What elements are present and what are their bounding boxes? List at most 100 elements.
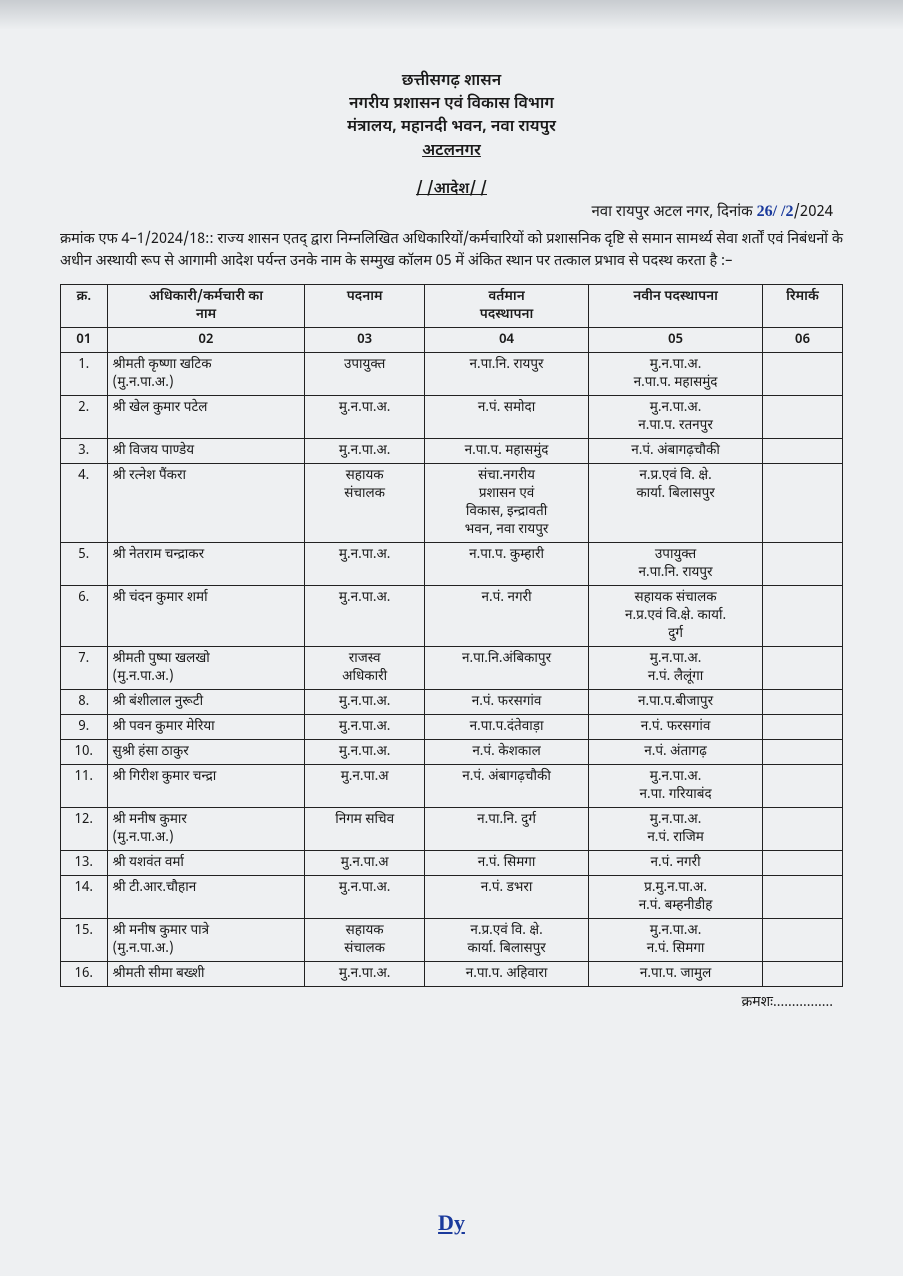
cell-new: न.पं. फरसगांव: [589, 715, 763, 740]
cell-name: श्री खेल कुमार पटेल: [107, 396, 305, 439]
cell-new: मु.न.पा.अ.न.पं. लैलूंगा: [589, 647, 763, 690]
cell-post: मु.न.पा.अ.: [305, 715, 425, 740]
cell-remark: [762, 439, 842, 464]
colnum-1: 01: [61, 328, 108, 353]
col-header-remark: रिमार्क: [762, 285, 842, 328]
cell-current: न.पा.प.दंतेवाड़ा: [424, 715, 588, 740]
colnum-5: 05: [589, 328, 763, 353]
colnum-2: 02: [107, 328, 305, 353]
cell-remark: [762, 876, 842, 919]
cell-name: श्री चंदन कुमार शर्मा: [107, 586, 305, 647]
cell-new: मु.न.पा.अ.न.पा.प. रतनपुर: [589, 396, 763, 439]
cell-new: प्र.मु.न.पा.अ.न.पं. बम्हनीडीह: [589, 876, 763, 919]
table-head: क्र. अधिकारी/कर्मचारी कानाम पदनाम वर्तमा…: [61, 285, 843, 353]
cell-current: न.पं. सिमगा: [424, 851, 588, 876]
letterhead: छत्तीसगढ़ शासन नगरीय प्रशासन एवं विकास व…: [60, 70, 843, 163]
table-row: 12.श्री मनीष कुमार(मु.न.पा.अ.)निगम सचिवन…: [61, 808, 843, 851]
date-line: नवा रायपुर अटल नगर, दिनांक 26/ /2/2024: [60, 203, 843, 223]
cell-name: श्रीमती पुष्पा खलखो(मु.न.पा.अ.): [107, 647, 305, 690]
cell-sr: 10.: [61, 740, 108, 765]
cell-new: मु.न.पा.अ.न.पं. सिमगा: [589, 919, 763, 962]
cell-current: न.पा.प. अहिवारा: [424, 962, 588, 987]
table-row: 9.श्री पवन कुमार मेरियामु.न.पा.अ.न.पा.प.…: [61, 715, 843, 740]
cell-remark: [762, 919, 842, 962]
table-row: 2.श्री खेल कुमार पटेलमु.न.पा.अ.न.पं. समो…: [61, 396, 843, 439]
table-row: 5.श्री नेतराम चन्द्राकरमु.न.पा.अ.न.पा.प.…: [61, 543, 843, 586]
col-header-sr: क्र.: [61, 285, 108, 328]
cell-remark: [762, 586, 842, 647]
table-row: 16.श्रीमती सीमा बख्शीमु.न.पा.अ.न.पा.प. अ…: [61, 962, 843, 987]
cell-post: निगम सचिव: [305, 808, 425, 851]
cell-sr: 2.: [61, 396, 108, 439]
colnum-3: 03: [305, 328, 425, 353]
cell-name: श्री गिरीश कुमार चन्द्रा: [107, 765, 305, 808]
table-row: 6.श्री चंदन कुमार शर्मामु.न.पा.अ.न.पं. न…: [61, 586, 843, 647]
table-row: 15.श्री मनीष कुमार पात्रे(मु.न.पा.अ.)सहा…: [61, 919, 843, 962]
handwritten-date: 26/ /2: [757, 203, 794, 220]
order-label: / /आदेश/ /: [60, 181, 843, 200]
col-header-current: वर्तमानपदस्थापना: [424, 285, 588, 328]
cell-remark: [762, 396, 842, 439]
header-line-3: मंत्रालय, महानदी भवन, नवा रायपुर: [60, 116, 843, 139]
colnum-6: 06: [762, 328, 842, 353]
cell-post: मु.न.पा.अ.: [305, 690, 425, 715]
cell-sr: 14.: [61, 876, 108, 919]
header-line-2: नगरीय प्रशासन एवं विकास विभाग: [60, 93, 843, 116]
cell-post: मु.न.पा.अ.: [305, 740, 425, 765]
table-row: 4.श्री रत्नेश पैंकरासहायकसंचालकसंचा.नगरी…: [61, 464, 843, 543]
cell-sr: 11.: [61, 765, 108, 808]
cell-current: न.पा.नि. दुर्ग: [424, 808, 588, 851]
table-row: 8.श्री बंशीलाल नुरूटीमु.न.पा.अ.न.पं. फरस…: [61, 690, 843, 715]
cell-name: श्री टी.आर.चौहान: [107, 876, 305, 919]
cell-name: श्री यशवंत वर्मा: [107, 851, 305, 876]
cell-remark: [762, 353, 842, 396]
cell-sr: 8.: [61, 690, 108, 715]
cell-current: न.पं. नगरी: [424, 586, 588, 647]
scan-shadow: [0, 0, 903, 30]
cell-remark: [762, 740, 842, 765]
cell-new: न.पं. अंतागढ़: [589, 740, 763, 765]
cell-sr: 3.: [61, 439, 108, 464]
cell-post: मु.न.पा.अ.: [305, 439, 425, 464]
cell-new: मु.न.पा.अ.न.पं. राजिम: [589, 808, 763, 851]
cell-sr: 4.: [61, 464, 108, 543]
col-header-post: पदनाम: [305, 285, 425, 328]
cell-sr: 7.: [61, 647, 108, 690]
cell-current: न.पा.नि.अंबिकापुर: [424, 647, 588, 690]
cell-new: न.पं. अंबागढ़चौकी: [589, 439, 763, 464]
date-suffix: /2024: [794, 204, 834, 223]
cell-current: न.पं. अंबागढ़चौकी: [424, 765, 588, 808]
cell-post: मु.न.पा.अ.: [305, 586, 425, 647]
cell-sr: 16.: [61, 962, 108, 987]
table-number-row: 01 02 03 04 05 06: [61, 328, 843, 353]
table-row: 14.श्री टी.आर.चौहानमु.न.पा.अ.न.पं. डभराप…: [61, 876, 843, 919]
header-line-1: छत्तीसगढ़ शासन: [60, 70, 843, 93]
cell-new: न.पा.प.बीजापुर: [589, 690, 763, 715]
cell-sr: 13.: [61, 851, 108, 876]
page: छत्तीसगढ़ शासन नगरीय प्रशासन एवं विकास व…: [0, 0, 903, 1276]
col-header-name: अधिकारी/कर्मचारी कानाम: [107, 285, 305, 328]
col-header-new: नवीन पदस्थापना: [589, 285, 763, 328]
cell-new: उपायुक्तन.पा.नि. रायपुर: [589, 543, 763, 586]
cell-current: न.पा.प. कुम्हारी: [424, 543, 588, 586]
table-row: 11.श्री गिरीश कुमार चन्द्रामु.न.पा.अन.पं…: [61, 765, 843, 808]
cell-name: श्री पवन कुमार मेरिया: [107, 715, 305, 740]
cell-new: सहायक संचालकन.प्र.एवं वि.क्षे. कार्या.दु…: [589, 586, 763, 647]
colnum-4: 04: [424, 328, 588, 353]
cell-name: श्रीमती कृष्णा खटिक(मु.न.पा.अ.): [107, 353, 305, 396]
cell-name: श्री विजय पाण्डेय: [107, 439, 305, 464]
cell-current: न.पं. केशकाल: [424, 740, 588, 765]
cell-new: न.पं. नगरी: [589, 851, 763, 876]
cell-remark: [762, 543, 842, 586]
cell-sr: 5.: [61, 543, 108, 586]
header-line-4: अटलनगर: [60, 140, 843, 163]
table-row: 13.श्री यशवंत वर्मामु.न.पा.अन.पं. सिमगान…: [61, 851, 843, 876]
cell-current: संचा.नगरीयप्रशासन एवंविकास, इन्द्रावतीभव…: [424, 464, 588, 543]
cell-post: मु.न.पा.अ.: [305, 962, 425, 987]
signature: Dy: [438, 1210, 465, 1236]
cell-name: श्री बंशीलाल नुरूटी: [107, 690, 305, 715]
cell-sr: 12.: [61, 808, 108, 851]
continued-label: क्रमशः................: [60, 993, 843, 1012]
cell-current: न.पं. फरसगांव: [424, 690, 588, 715]
cell-remark: [762, 464, 842, 543]
